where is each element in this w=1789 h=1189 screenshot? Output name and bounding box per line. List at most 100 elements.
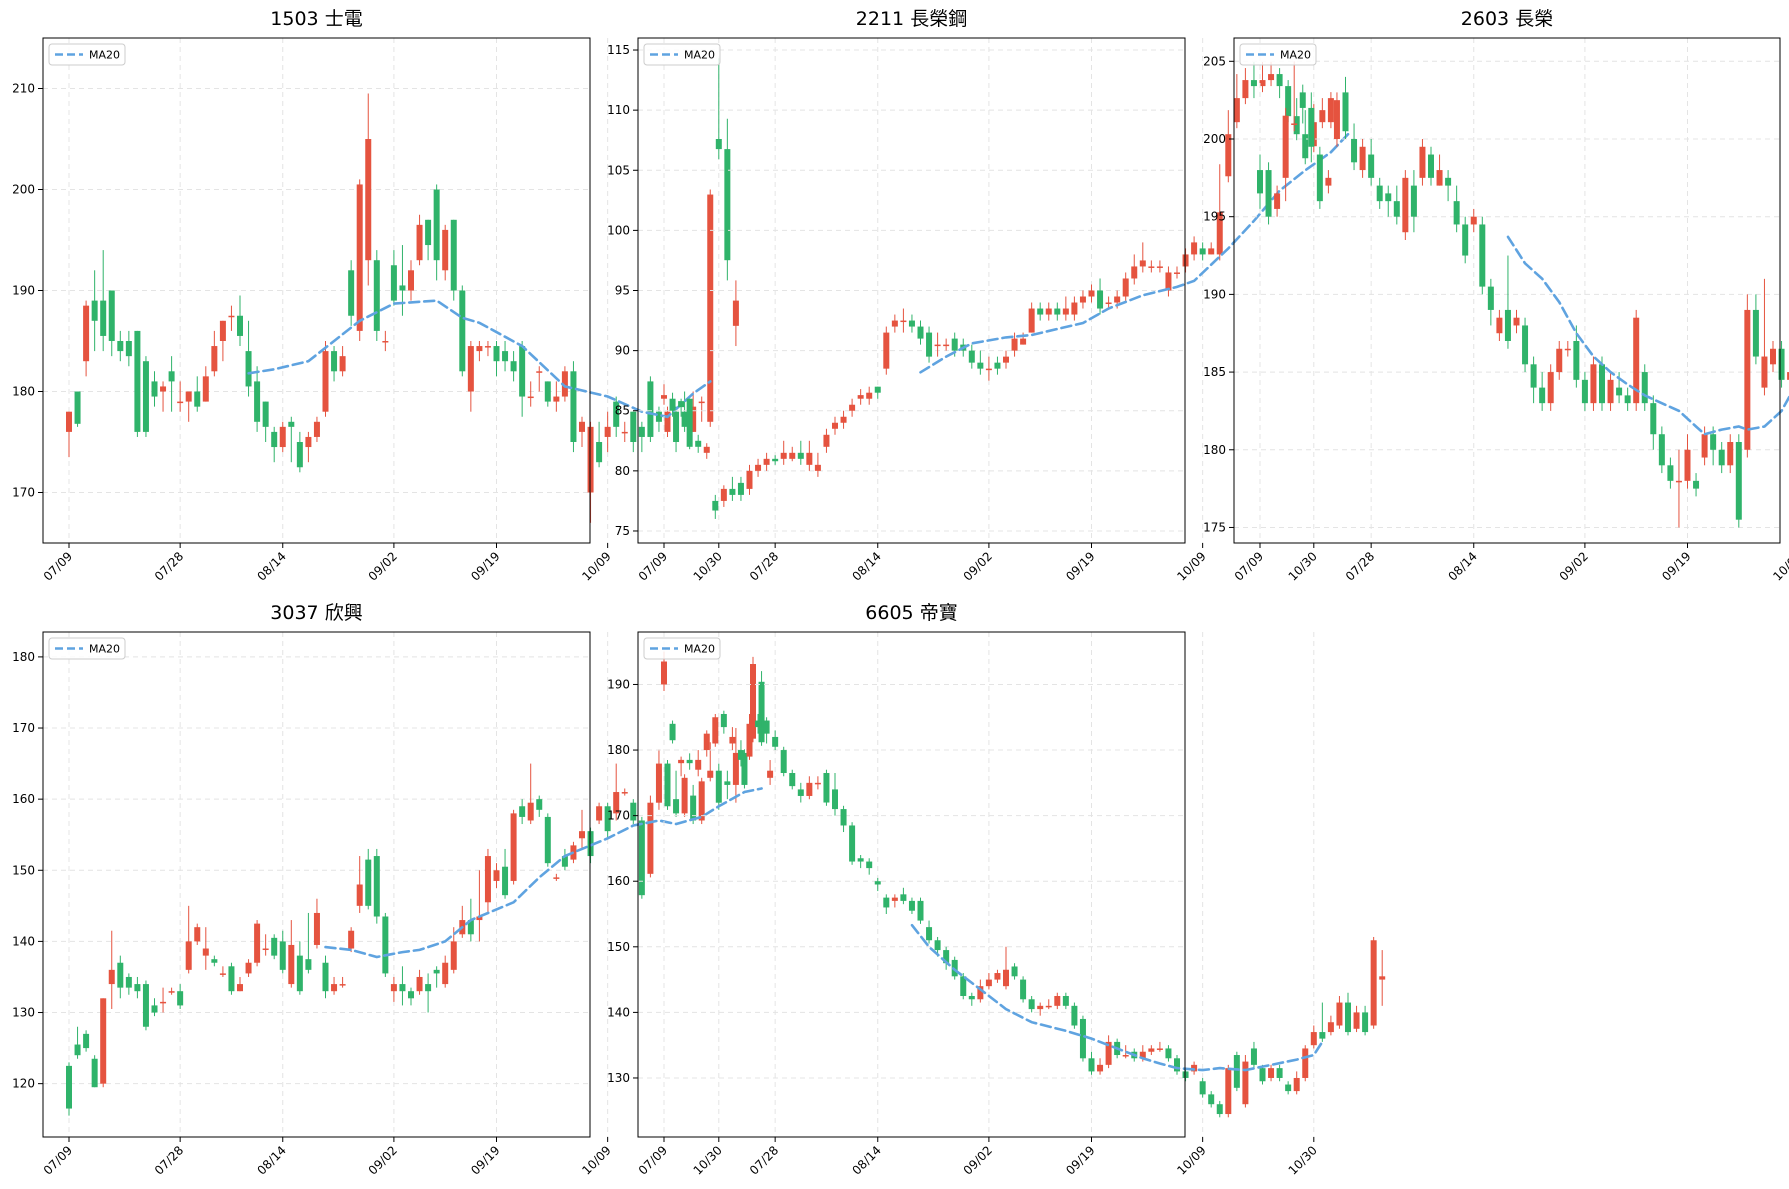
candle-body xyxy=(502,351,509,362)
y-tick-label: 200 xyxy=(1203,132,1226,146)
candle-body xyxy=(339,356,346,372)
candle-body xyxy=(544,381,551,402)
candle-body xyxy=(732,300,739,326)
candle-body xyxy=(1479,224,1486,287)
candle-body xyxy=(254,381,261,422)
candle-body xyxy=(647,381,654,437)
candle-body xyxy=(587,426,594,493)
candle-body xyxy=(1079,1018,1086,1059)
candle-body xyxy=(142,984,149,1027)
candle-body xyxy=(1487,286,1494,310)
candle-body xyxy=(561,371,568,397)
candle-body xyxy=(1225,1068,1232,1115)
x-tick-label: 10/09 xyxy=(579,549,613,583)
candle-body xyxy=(408,991,414,999)
candle-body xyxy=(313,912,320,945)
candle-body xyxy=(1122,1055,1129,1057)
candle-body xyxy=(943,344,950,347)
candle-body xyxy=(459,290,466,372)
candle-body xyxy=(1744,309,1751,450)
candle-body xyxy=(228,966,235,992)
candle-body xyxy=(1293,116,1300,135)
candle-body xyxy=(1504,309,1511,341)
candle-body xyxy=(724,781,731,785)
x-tick-label: 07/09 xyxy=(636,549,670,583)
candle-body xyxy=(686,398,693,447)
panel-title: 3037 欣興 xyxy=(270,602,362,624)
candle-body xyxy=(237,984,243,992)
x-tick-label: 07/28 xyxy=(747,1143,781,1177)
candle-body xyxy=(724,149,731,261)
ma20-line xyxy=(910,923,1324,1072)
candle-body xyxy=(891,320,898,327)
candle-body xyxy=(1148,266,1155,268)
x-tick-label: 07/09 xyxy=(41,1143,75,1177)
candle-body xyxy=(425,219,432,246)
x-tick-label: 07/09 xyxy=(1232,549,1266,583)
candle-body xyxy=(934,344,941,347)
candle-body xyxy=(630,411,637,442)
y-tick-label: 140 xyxy=(12,934,35,948)
candle-body xyxy=(587,831,594,857)
candle-body xyxy=(1607,379,1614,404)
x-tick-label: 09/19 xyxy=(468,549,502,583)
candle-body xyxy=(168,371,175,382)
candle-body xyxy=(1370,940,1377,1026)
candle-body xyxy=(1208,1094,1215,1105)
candle-body xyxy=(442,962,449,985)
y-tick-label: 190 xyxy=(1203,287,1226,301)
candle-body xyxy=(1770,348,1776,365)
candle-body xyxy=(613,792,620,814)
y-tick-label: 95 xyxy=(615,284,630,298)
candle-body xyxy=(789,773,796,787)
candle-body xyxy=(647,802,654,874)
candle-body xyxy=(433,189,440,261)
candle-body xyxy=(1547,372,1554,404)
candle-body xyxy=(1616,387,1623,396)
candle-body xyxy=(365,859,372,906)
ma20-line xyxy=(324,787,763,959)
candle-body xyxy=(746,723,753,757)
x-tick-label: 10/30 xyxy=(1286,1143,1320,1177)
candle-body xyxy=(638,820,645,896)
candle-body xyxy=(408,270,414,291)
x-tick-label: 08/14 xyxy=(255,549,289,583)
candle-body xyxy=(832,789,838,810)
x-tick-label: 08/14 xyxy=(255,1143,289,1177)
candle-body xyxy=(763,458,770,465)
candle-body xyxy=(1114,296,1121,303)
candle-body xyxy=(994,973,1001,980)
candle-body xyxy=(934,940,941,951)
candle-body xyxy=(1385,193,1392,202)
candle-body xyxy=(279,426,286,448)
candle-body xyxy=(690,795,697,821)
candle-body xyxy=(698,781,705,821)
candle-body xyxy=(698,401,705,404)
candle-body xyxy=(484,346,491,348)
candle-body xyxy=(1336,1002,1343,1026)
candle-body xyxy=(1257,170,1263,194)
candle-body xyxy=(1259,1068,1266,1082)
candle-body xyxy=(712,717,719,744)
candle-body xyxy=(1097,290,1104,309)
candle-body xyxy=(1778,348,1785,380)
candle-body xyxy=(348,930,355,949)
candle-body xyxy=(1020,979,1027,1000)
candle-body xyxy=(450,941,457,970)
candle-body xyxy=(681,777,688,814)
y-tick-label: 170 xyxy=(12,721,35,735)
y-tick-label: 150 xyxy=(12,863,35,877)
candle-body xyxy=(669,398,676,411)
candle-body xyxy=(985,368,992,371)
x-tick-label: 08/14 xyxy=(850,549,884,583)
candle-body xyxy=(596,806,603,821)
candle-body xyxy=(926,332,933,357)
plot-frame xyxy=(637,631,1186,1138)
legend-label: MA20 xyxy=(684,643,715,656)
candle-body xyxy=(678,759,685,764)
candle-body xyxy=(968,995,975,1000)
candle-body xyxy=(1291,123,1298,125)
candle-body xyxy=(1590,364,1597,404)
candle-body xyxy=(1302,1048,1309,1078)
